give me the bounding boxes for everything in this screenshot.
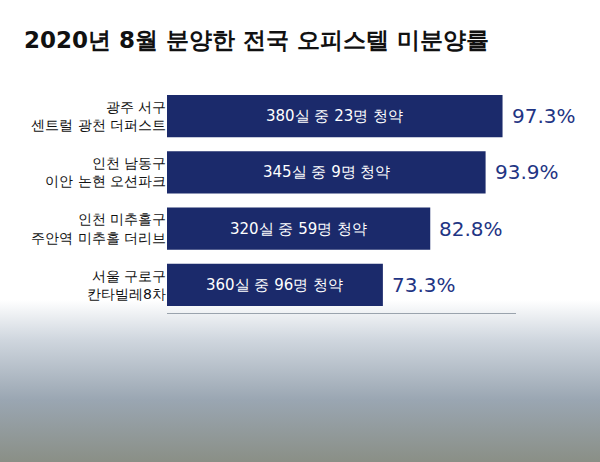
svg-text:82.8%: 82.8% <box>439 217 503 241</box>
svg-text:73.3%: 73.3% <box>392 273 456 297</box>
svg-text:광주 서구센트럴 광천 더퍼스트: 광주 서구센트럴 광천 더퍼스트 <box>31 99 166 133</box>
svg-text:인천 미추홀구주안역 미추홀 더리브: 인천 미추홀구주안역 미추홀 더리브 <box>31 211 166 245</box>
svg-text:320실 중 59명 청약: 320실 중 59명 청약 <box>230 220 367 238</box>
svg-text:93.9%: 93.9% <box>495 160 559 184</box>
svg-text:2020년 8월 분양한 전국 오피스텔 미분양률: 2020년 8월 분양한 전국 오피스텔 미분양률 <box>24 27 489 53</box>
svg-text:380실 중 23명 청약: 380실 중 23명 청약 <box>266 107 403 125</box>
svg-text:360실 중 96명 청약: 360실 중 96명 청약 <box>206 276 343 294</box>
svg-text:97.3%: 97.3% <box>512 104 576 128</box>
svg-text:인천 남동구이안 논현 오션파크: 인천 남동구이안 논현 오션파크 <box>45 155 166 189</box>
svg-text:서울 구로구칸타빌레8차: 서울 구로구칸타빌레8차 <box>87 268 166 302</box>
svg-text:345실 중 9명 청약: 345실 중 9명 청약 <box>263 163 390 181</box>
